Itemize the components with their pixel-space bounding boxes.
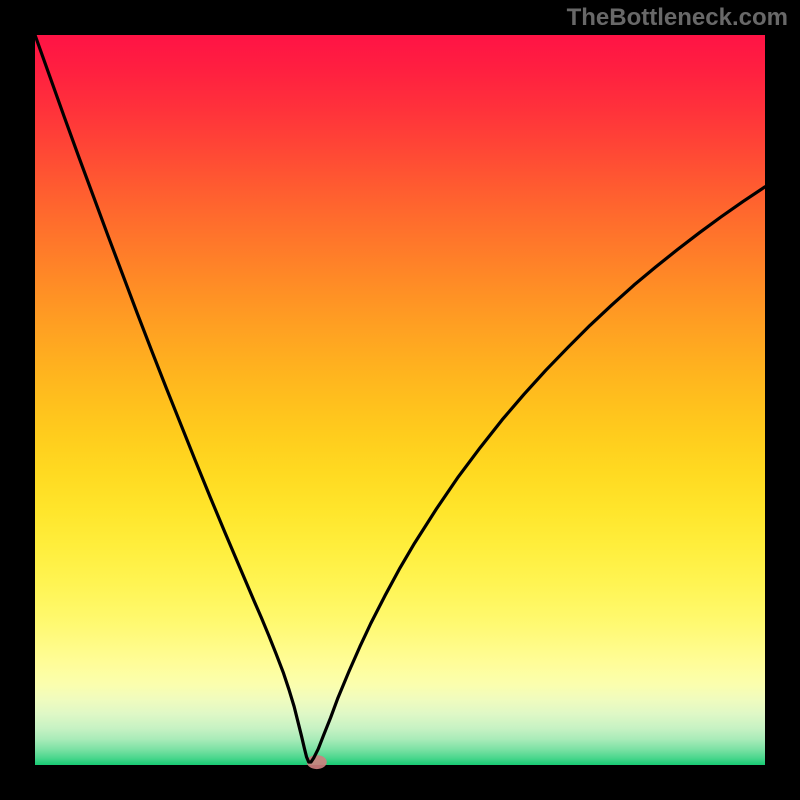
watermark-text: TheBottleneck.com xyxy=(567,4,788,32)
chart-svg xyxy=(0,0,800,800)
plot-background xyxy=(35,35,765,765)
chart-container: { "watermark": { "text": "TheBottleneck.… xyxy=(0,0,800,800)
